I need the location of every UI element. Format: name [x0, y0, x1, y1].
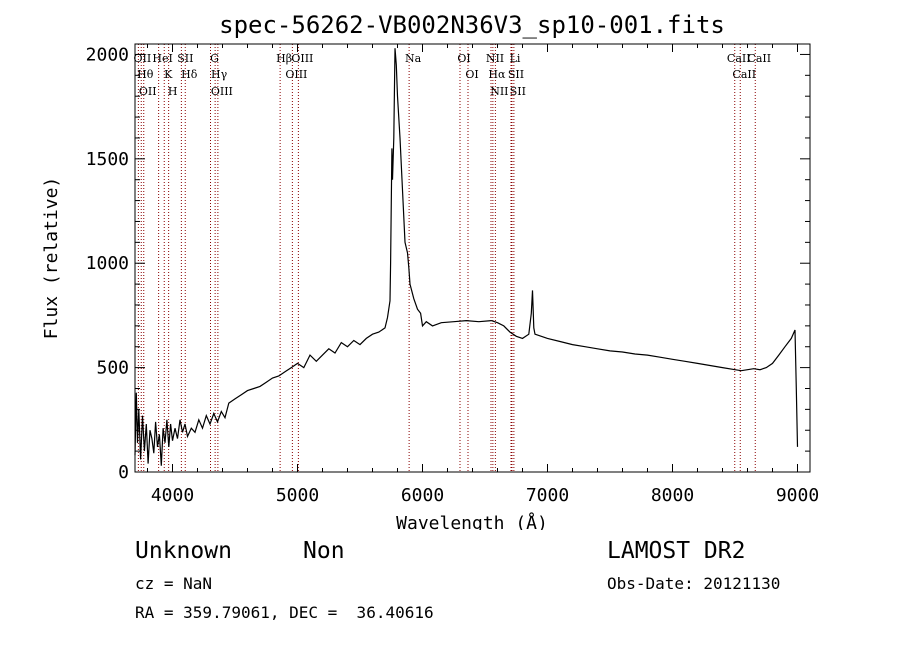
- x-tick-label: 6000: [401, 485, 444, 506]
- spectral-line-markers: [137, 44, 756, 472]
- spectral-line-label: OIII: [211, 85, 233, 98]
- spectral-line-label: Na: [405, 52, 422, 65]
- spectrum-chart: spec-56262-VB002N36V3_sp10-001.fits OIIH…: [41, 11, 819, 530]
- object-class: Unknown: [135, 538, 232, 564]
- spectral-line-label: OI: [457, 52, 470, 65]
- observation-date: Obs-Date: 20121130: [607, 574, 781, 593]
- x-axis-label: Wavelength (Å): [396, 512, 548, 530]
- spectrum-line: [134, 48, 799, 466]
- redshift-cz: cz = NaN: [135, 574, 213, 593]
- x-tick-label: 7000: [526, 485, 569, 506]
- spectral-line-label: OII: [139, 85, 157, 98]
- spectral-line-label: OIII: [285, 68, 307, 81]
- x-tick-label: 9000: [776, 485, 819, 506]
- spectral-line-label: CaII: [747, 52, 771, 65]
- spectral-line-label: HeI: [152, 52, 172, 65]
- spectral-line-label: Hβ: [276, 52, 292, 65]
- spectral-line-label: SII: [510, 85, 526, 98]
- spectral-line-label: Hδ: [181, 68, 198, 81]
- spectral-line-label: CaII: [727, 52, 751, 65]
- spectral-line-label: Hγ: [211, 68, 228, 81]
- y-tick-label: 0: [118, 462, 129, 483]
- y-axis-label: Flux (relative): [41, 177, 62, 340]
- coordinates: RA = 359.79061, DEC = 36.40616: [135, 603, 434, 622]
- spectral-line-label: SII: [177, 52, 193, 65]
- spectral-line-label: NII: [486, 52, 504, 65]
- survey-name: LAMOST DR2: [607, 538, 746, 564]
- spectral-line-label: H: [168, 85, 178, 98]
- spectral-line-label: Hα: [488, 68, 506, 81]
- spectral-line-label: Li: [510, 52, 521, 65]
- chart-title: spec-56262-VB002N36V3_sp10-001.fits: [219, 11, 725, 39]
- x-axis-ticks: 4000 5000 6000 7000 8000 9000: [147, 44, 819, 506]
- x-tick-label: 8000: [651, 485, 694, 506]
- spectral-line-label: SII: [508, 68, 524, 81]
- spectral-line-label: K: [164, 68, 173, 81]
- spectral-line-label: CaII: [732, 68, 756, 81]
- plot-frame: [134, 43, 811, 473]
- y-tick-label: 1000: [86, 253, 129, 274]
- spectral-line-label: OII: [134, 52, 152, 65]
- x-tick-label: 5000: [276, 485, 319, 506]
- spectral-line-label: Hθ: [137, 68, 154, 81]
- y-tick-label: 500: [96, 358, 129, 379]
- spectral-line-label: OIII: [291, 52, 313, 65]
- x-tick-label: 4000: [151, 485, 194, 506]
- y-axis-ticks: 0 500 1000 1500 2000: [86, 44, 810, 483]
- spectral-line-label: G: [210, 52, 219, 65]
- spectral-line-label: OI: [465, 68, 478, 81]
- y-tick-label: 2000: [86, 44, 129, 65]
- spectral-line-label: NII: [490, 85, 508, 98]
- object-subclass: Non: [303, 538, 345, 564]
- y-tick-label: 1500: [86, 149, 129, 170]
